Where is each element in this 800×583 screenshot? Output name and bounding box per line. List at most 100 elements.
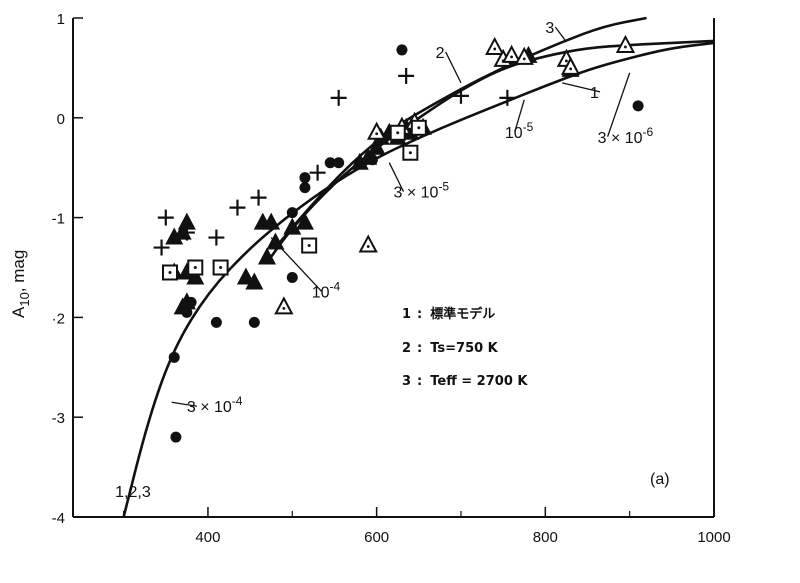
filled-triangle-marker [266, 232, 285, 250]
y-tick-label: -3 [52, 410, 65, 427]
open-triangle-marker [560, 56, 581, 75]
legend: 1: 標準モデル 2: Ts=750 K 3: Teff = 2700 K [402, 306, 528, 389]
square-dot [219, 266, 223, 269]
legend-key: 2 [402, 341, 411, 356]
open-triangle-marker [615, 34, 636, 53]
dot-marker [333, 157, 345, 169]
open-triangle-dot [282, 307, 286, 310]
filled-triangle-marker [173, 222, 192, 240]
label-curve-2-leader [445, 51, 462, 84]
dot-marker [286, 271, 298, 283]
dot-marker [248, 316, 260, 328]
open-triangle-dot [569, 67, 573, 71]
open-triangle-dot [510, 55, 513, 59]
open-triangle-dot [493, 47, 497, 51]
filled-triangle-marker [257, 247, 276, 265]
label-curve-2: 2 [436, 45, 445, 62]
plus-marker [309, 164, 326, 181]
panel-label: (a) [650, 471, 670, 488]
label-curve-3: 3 [545, 20, 554, 37]
open-triangle-marker [485, 36, 505, 55]
open-triangle-dot [624, 45, 627, 49]
plus-marker [499, 89, 516, 106]
dot-marker [324, 157, 336, 169]
y-tick-label: 1 [57, 11, 65, 28]
label-curve-2-base: 2 [436, 45, 445, 62]
square-dot-marker [161, 264, 178, 281]
label-3e-4-base: 3 × 10 [187, 399, 232, 416]
open-triangle-outline [358, 234, 378, 253]
dot-marker [286, 207, 298, 219]
square-dot [168, 270, 172, 274]
label-1e-4-leader [270, 237, 323, 292]
square-dot-marker [389, 124, 406, 141]
open-triangle-marker [274, 296, 294, 315]
label-1e-5-exponent: -5 [523, 120, 534, 134]
label-3e-6-exponent: -6 [643, 125, 654, 139]
plus-marker [208, 229, 225, 246]
filled-triangle-marker [177, 212, 196, 230]
data-points [153, 34, 644, 443]
open-triangle-marker [514, 46, 534, 65]
plus-marker [398, 67, 415, 84]
square-dot-marker [301, 237, 318, 254]
x-tick-label: 1000 [697, 529, 730, 546]
filled-triangle-marker [177, 292, 196, 310]
y-tick-label: -1 [52, 211, 65, 228]
square-dot [396, 131, 400, 135]
plot-axes: 400 600 800 1000 10 -1 ·2 -3 -4 [52, 11, 731, 546]
open-triangle-outline [615, 34, 636, 53]
dot-marker [210, 316, 222, 328]
plus-marker [157, 209, 174, 226]
label-3e-5-leader [388, 162, 405, 192]
label-3e-4: 3 × 10-4 [187, 394, 243, 416]
label-1e-5-base: 10 [505, 125, 523, 142]
filled-triangle-marker [295, 212, 314, 230]
label-3e-5: 3 × 10-5 [394, 180, 450, 202]
filled-triangle-marker [359, 147, 378, 165]
legend-key: 1 [402, 307, 411, 322]
plus-marker [250, 189, 267, 206]
label-1e-5: 10-5 [505, 120, 534, 142]
open-triangle-dot [375, 132, 379, 136]
legend-item-2: 2: Ts=750 K [402, 341, 499, 356]
label-curve-1-leader [562, 82, 601, 93]
y-axis-label-unit: , mag [9, 250, 28, 293]
legend-sep: : [417, 341, 422, 356]
dot-marker [632, 100, 644, 112]
square-dot-marker [187, 259, 204, 276]
label-curve-3-base: 3 [545, 20, 554, 37]
y-tick-label: ·2 [52, 310, 65, 327]
filled-triangle-marker [262, 212, 281, 230]
label-1-2-3: 1,2,3 [115, 484, 151, 501]
dot-marker [299, 182, 311, 194]
square-dot-marker [402, 144, 419, 161]
open-triangle-marker [501, 44, 522, 63]
legend-key: 3 [402, 374, 411, 389]
square-dot [408, 151, 412, 155]
dot-marker [396, 44, 408, 56]
dot-marker [170, 431, 182, 443]
open-triangle-dot [522, 57, 526, 61]
x-tick-label: 400 [195, 529, 220, 546]
label-curve-1: 1 [590, 85, 599, 102]
open-triangle-marker [366, 121, 387, 140]
open-triangle-marker [358, 234, 378, 253]
dot-marker [299, 172, 311, 184]
label-3e-6: 3 × 10-6 [598, 125, 654, 147]
legend-sep: : [417, 374, 422, 389]
legend-sep: : [417, 307, 422, 322]
label-3e-4-leader [171, 401, 197, 407]
label-3e-4-exponent: -4 [232, 394, 243, 408]
square-dot-marker [212, 259, 229, 276]
x-tick-label: 600 [364, 529, 389, 546]
open-triangle-outline [274, 296, 294, 315]
square-dot [307, 244, 311, 248]
plus-marker [229, 199, 246, 216]
x-tick-label: 800 [533, 529, 558, 546]
open-triangle-dot [565, 59, 568, 63]
dot-marker [168, 351, 180, 363]
open-triangle-outline [366, 121, 387, 140]
legend-text: Ts=750 K [430, 341, 498, 356]
